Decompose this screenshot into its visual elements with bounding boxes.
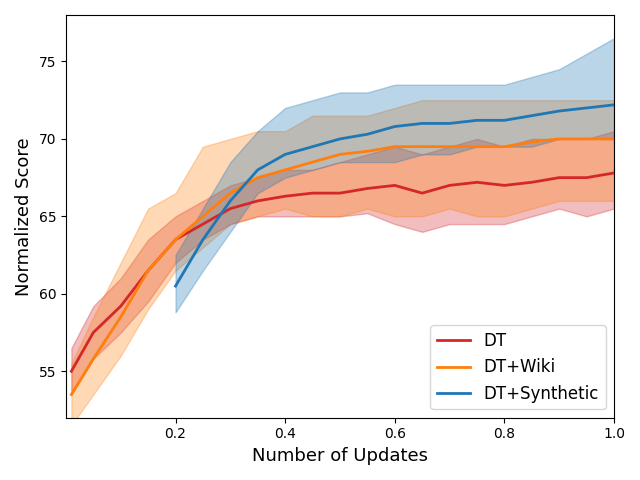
DT+Synthetic [308,144,316,150]
DT [500,182,508,188]
DT+Synthetic [199,237,207,242]
DT+Wiki [419,144,426,150]
DT [473,180,481,185]
DT+Synthetic [500,118,508,123]
DT+Synthetic [528,113,536,119]
DT [254,198,262,204]
DT+Wiki [172,237,179,242]
DT [556,175,563,180]
DT [610,170,618,176]
DT [445,182,453,188]
DT+Synthetic [556,108,563,114]
DT+Wiki [254,175,262,180]
DT+Synthetic [336,136,344,142]
DT+Synthetic [172,283,179,289]
X-axis label: Number of Updates: Number of Updates [252,447,428,465]
Line: DT+Wiki: DT+Wiki [72,139,614,395]
DT+Wiki [473,144,481,150]
DT+Synthetic [419,120,426,126]
DT+Wiki [282,167,289,173]
DT [144,268,152,274]
DT+Synthetic [282,152,289,157]
DT+Wiki [144,268,152,274]
Y-axis label: Normalized Score: Normalized Score [15,137,33,296]
DT [227,206,234,212]
DT [117,303,125,309]
DT+Wiki [610,136,618,142]
DT+Wiki [445,144,453,150]
DT+Wiki [227,190,234,196]
DT+Wiki [117,314,125,320]
DT+Synthetic [610,102,618,108]
DT+Wiki [500,144,508,150]
DT+Wiki [199,214,207,219]
DT+Wiki [336,152,344,157]
DT [528,180,536,185]
DT [90,330,97,336]
DT [583,175,591,180]
Line: DT+Synthetic: DT+Synthetic [175,105,614,286]
DT [391,182,399,188]
DT+Synthetic [583,105,591,111]
DT [172,237,179,242]
DT [419,190,426,196]
DT+Wiki [308,159,316,165]
DT+Wiki [556,136,563,142]
DT [199,221,207,227]
Line: DT: DT [72,173,614,371]
DT+Wiki [583,136,591,142]
Legend: DT, DT+Wiki, DT+Synthetic: DT, DT+Wiki, DT+Synthetic [430,325,605,409]
DT+Synthetic [473,118,481,123]
DT+Wiki [364,148,371,154]
DT [364,186,371,192]
DT+Synthetic [391,124,399,130]
DT+Synthetic [445,120,453,126]
DT+Wiki [528,139,536,145]
DT+Synthetic [254,167,262,173]
DT [68,368,76,374]
DT+Wiki [90,356,97,362]
DT+Wiki [391,144,399,150]
DT+Synthetic [364,132,371,137]
DT [282,193,289,199]
DT+Synthetic [227,198,234,204]
DT [308,190,316,196]
DT+Wiki [68,392,76,397]
DT [336,190,344,196]
